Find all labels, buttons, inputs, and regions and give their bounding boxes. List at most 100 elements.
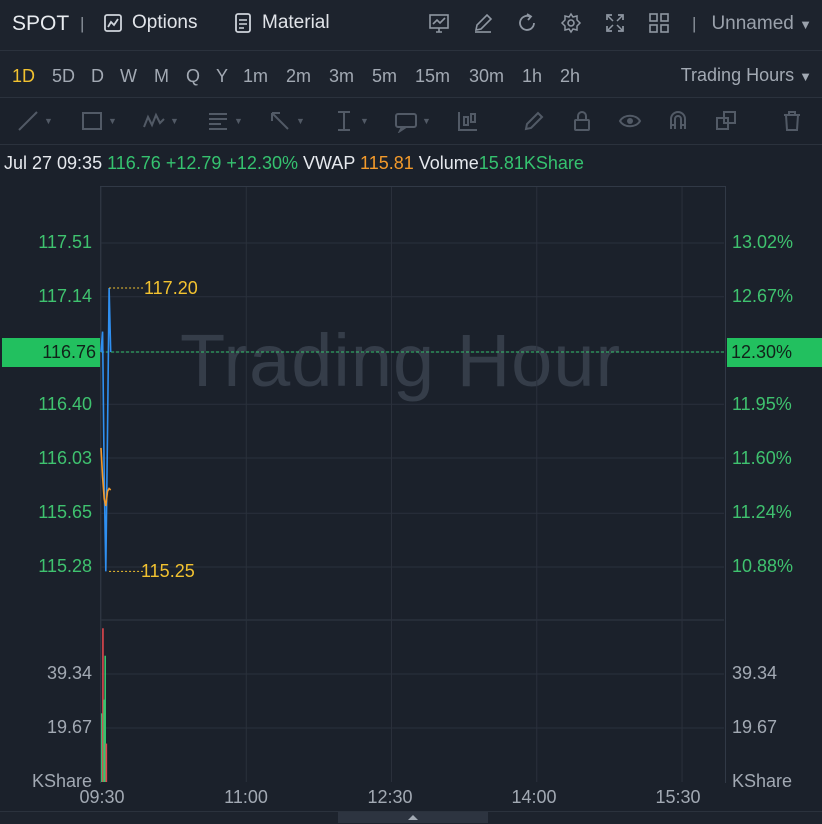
volume-bar <box>104 655 106 782</box>
material-label: Material <box>262 12 330 33</box>
price-tick-left: 116.40 <box>38 394 92 414</box>
quote-info-line: Jul 27 09:35 116.76 +12.79 +12.30% VWAP … <box>4 153 584 174</box>
eye-icon <box>618 114 642 128</box>
low-annotation: 115.25 <box>141 561 195 581</box>
volume-value: 15.81KShare <box>478 153 584 173</box>
timeframe-30m[interactable]: 30m <box>469 66 505 86</box>
trendline-icon <box>18 111 38 131</box>
pattern-tool[interactable]: ▼ <box>142 109 179 133</box>
caret-down-icon: ▼ <box>422 116 431 126</box>
magnet-tool[interactable] <box>666 109 690 133</box>
edit-icon[interactable] <box>472 12 494 34</box>
lock-icon <box>574 111 590 131</box>
trendline-tool[interactable]: ▼ <box>16 109 53 133</box>
current-pct-tag: 12.30% <box>727 338 822 367</box>
ticker-symbol[interactable]: SPOT <box>12 12 70 35</box>
timeframe-d[interactable]: D <box>91 66 104 86</box>
options-chart-icon <box>102 12 124 34</box>
timeframe-3m[interactable]: 3m <box>329 66 355 86</box>
delete-tool[interactable] <box>780 109 804 133</box>
timeframe-q[interactable]: Q <box>186 66 201 86</box>
volume-bar <box>105 743 108 782</box>
vwap-value: 115.81 <box>360 153 414 173</box>
volume-tick-right: 39.34 <box>732 663 778 683</box>
price-tick-left: 117.14 <box>38 286 92 306</box>
rectangle-tool[interactable]: ▼ <box>80 109 117 133</box>
material-button[interactable]: Material <box>232 12 330 34</box>
candlestick-icon <box>458 112 477 131</box>
clone-tool[interactable] <box>714 109 738 133</box>
timeframe-2m[interactable]: 2m <box>286 66 312 86</box>
quote-change: +12.79 <box>165 153 222 173</box>
caret-down-icon: ▼ <box>296 116 305 126</box>
price-series-line <box>100 287 112 572</box>
timeframe-5m[interactable]: 5m <box>372 66 398 86</box>
volume-bar <box>101 713 103 782</box>
timeframe-1d[interactable]: 1D <box>12 66 36 86</box>
fibonacci-icon <box>209 113 227 130</box>
indicator-icon[interactable] <box>428 12 450 34</box>
magnet-icon <box>670 111 686 129</box>
timeframe-5d[interactable]: 5D <box>52 66 76 86</box>
quote-price: 116.76 <box>107 153 161 173</box>
current-price-tag: 116.76 <box>2 338 100 367</box>
text-tool[interactable]: ▼ <box>394 109 431 133</box>
time-tick: 11:00 <box>224 787 268 807</box>
layout-name: Unnamed <box>711 13 794 34</box>
volume-unit-left: KShare <box>31 771 92 791</box>
time-tick: 09:30 <box>79 787 125 807</box>
arrow-tool[interactable]: ▼ <box>268 109 305 133</box>
volume-tick-left: 39.34 <box>46 663 92 683</box>
quote-datetime: Jul 27 09:35 <box>4 153 103 173</box>
time-tick: 14:00 <box>511 787 557 807</box>
vwap-series-line <box>100 447 112 507</box>
visibility-tool[interactable] <box>618 109 642 133</box>
pattern-icon <box>143 112 165 128</box>
fullscreen-icon[interactable] <box>604 12 626 34</box>
high-annotation: 117.20 <box>144 278 198 298</box>
expand-panel-handle[interactable] <box>338 812 488 823</box>
timeframe-y[interactable]: Y <box>216 66 229 86</box>
price-tick-left: 117.51 <box>38 232 92 252</box>
measure-tool[interactable]: ▼ <box>332 109 369 133</box>
note-icon <box>395 113 417 133</box>
options-button[interactable]: Options <box>102 12 197 34</box>
refresh-icon[interactable] <box>516 12 538 34</box>
pencil-icon <box>524 111 544 131</box>
timeframe-1h[interactable]: 1h <box>522 66 543 86</box>
timeframe-m[interactable]: M <box>154 66 169 86</box>
fib-tool[interactable]: ▼ <box>206 109 243 133</box>
volume-tick-right: 19.67 <box>732 717 778 737</box>
volume-unit-right: KShare <box>732 771 793 791</box>
pct-tick-right: 12.67% <box>732 286 794 306</box>
caret-down-icon: ▼ <box>234 116 243 126</box>
timeframe-1m[interactable]: 1m <box>243 66 269 86</box>
time-tick: 15:30 <box>655 787 701 807</box>
caret-down-icon: ▼ <box>799 17 812 32</box>
volume-label: Volume <box>418 153 479 173</box>
volume-bar <box>102 628 104 782</box>
caret-down-icon: ▼ <box>108 116 117 126</box>
pct-tick-right: 13.02% <box>732 232 794 252</box>
volume-bar <box>103 699 105 782</box>
arrow-icon <box>271 112 289 130</box>
timeframe-15m[interactable]: 15m <box>415 66 451 86</box>
pct-tick-right: 10.88% <box>732 556 794 576</box>
measure-icon <box>338 111 350 131</box>
trash-icon <box>784 111 800 131</box>
pct-tick-right: 11.95% <box>732 394 792 414</box>
timeframe-2h[interactable]: 2h <box>560 66 581 86</box>
grid-layout-icon[interactable] <box>648 12 670 34</box>
session-selector[interactable]: Trading Hours ▼ <box>681 65 812 86</box>
timeframe-w[interactable]: W <box>120 66 137 86</box>
gear-icon[interactable] <box>560 12 582 34</box>
caret-down-icon: ▼ <box>44 116 53 126</box>
candle-tool[interactable] <box>456 109 480 133</box>
price-tick-left: 115.65 <box>38 502 92 522</box>
layout-selector[interactable]: Unnamed ▼ <box>711 13 812 35</box>
pencil-tool[interactable] <box>522 109 546 133</box>
session-label: Trading Hours <box>680 65 795 85</box>
lock-tool[interactable] <box>570 109 594 133</box>
divider: | <box>80 14 85 33</box>
